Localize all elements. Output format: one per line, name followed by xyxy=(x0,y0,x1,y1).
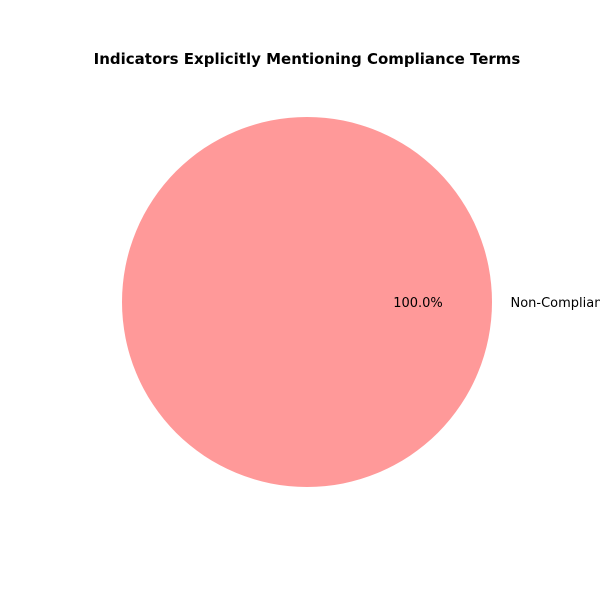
slice-percent-label: 100.0% xyxy=(393,296,443,311)
chart-title: Indicators Explicitly Mentioning Complia… xyxy=(94,50,521,68)
pie-slices xyxy=(122,117,492,487)
pie-slice-non-compliant xyxy=(122,117,492,487)
pie-labels: Non-Compliant 100.0% xyxy=(393,296,600,311)
slice-category-label: Non-Compliant xyxy=(511,296,600,311)
